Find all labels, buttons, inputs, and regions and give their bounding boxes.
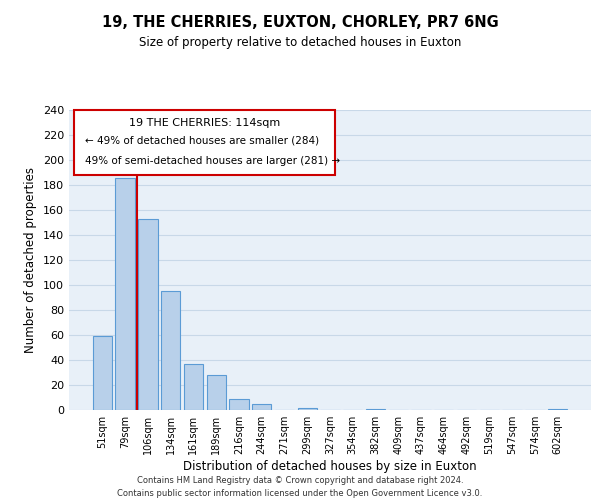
Text: Size of property relative to detached houses in Euxton: Size of property relative to detached ho…: [139, 36, 461, 49]
Bar: [252, 404, 271, 410]
Text: 49% of semi-detached houses are larger (281) →: 49% of semi-detached houses are larger (…: [85, 156, 340, 166]
Bar: [548, 409, 567, 410]
Bar: [229, 399, 248, 410]
Bar: [206, 375, 226, 410]
Bar: [366, 409, 385, 410]
FancyBboxPatch shape: [74, 110, 335, 174]
Text: Contains HM Land Registry data © Crown copyright and database right 2024.
Contai: Contains HM Land Registry data © Crown c…: [118, 476, 482, 498]
X-axis label: Distribution of detached houses by size in Euxton: Distribution of detached houses by size …: [183, 460, 477, 473]
Bar: [93, 336, 112, 410]
Text: 19 THE CHERRIES: 114sqm: 19 THE CHERRIES: 114sqm: [129, 118, 280, 128]
Text: ← 49% of detached houses are smaller (284): ← 49% of detached houses are smaller (28…: [85, 136, 319, 145]
Bar: [298, 408, 317, 410]
Bar: [138, 219, 158, 410]
Bar: [161, 291, 181, 410]
Text: 19, THE CHERRIES, EUXTON, CHORLEY, PR7 6NG: 19, THE CHERRIES, EUXTON, CHORLEY, PR7 6…: [101, 15, 499, 30]
Bar: [115, 178, 135, 410]
Y-axis label: Number of detached properties: Number of detached properties: [25, 167, 37, 353]
Bar: [184, 364, 203, 410]
